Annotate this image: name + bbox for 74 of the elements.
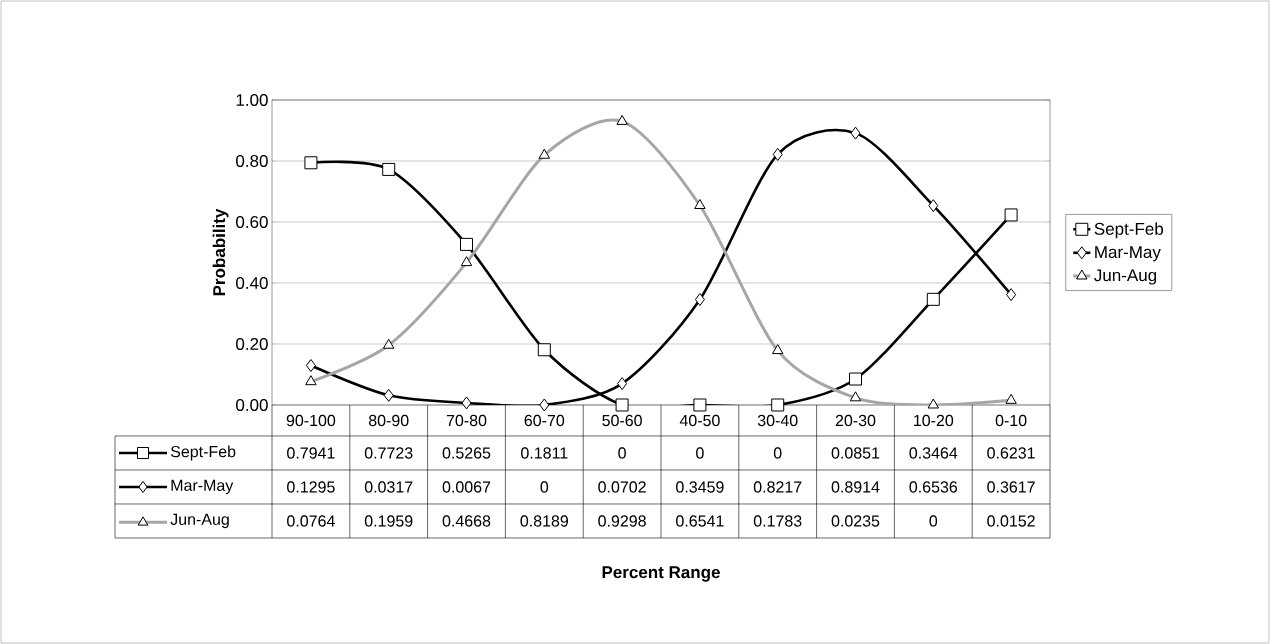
text: Sept-Feb — [170, 445, 236, 461]
x-tick-label: 50-60 — [602, 414, 642, 427]
data-label: 0.8217 — [753, 481, 802, 493]
point — [304, 156, 318, 170]
y-tick-label: 0.60 — [236, 215, 268, 229]
point — [615, 398, 629, 412]
point — [1004, 208, 1018, 222]
data-label: 0.0235 — [831, 515, 880, 527]
point — [460, 237, 474, 251]
text: Jun-Aug — [170, 513, 229, 529]
x-tick-label: 60-70 — [524, 414, 565, 427]
y-tick-label: 0.40 — [236, 276, 268, 290]
legend-label: Mar-May — [1095, 246, 1161, 262]
x-tick-label: 0-10 — [995, 414, 1027, 427]
point — [382, 162, 396, 176]
point — [617, 377, 628, 391]
data-label: 0.0317 — [364, 481, 413, 493]
y-tick-label: 0.20 — [236, 337, 268, 351]
text: Percent Range — [602, 566, 720, 582]
y-axis-title: Probability — [212, 208, 229, 296]
point — [539, 398, 550, 412]
point — [850, 126, 861, 140]
data-label: 0 — [540, 481, 549, 493]
data-label: 0.0702 — [598, 481, 646, 493]
point — [928, 199, 939, 213]
legend-label: Sept-Feb — [1094, 222, 1164, 239]
data-label: 0.8914 — [831, 481, 880, 493]
data-label: 0 — [929, 515, 938, 527]
y-tick-label: 1.00 — [236, 93, 268, 107]
x-tick-label: 10-20 — [914, 414, 954, 427]
data-label: 0.0764 — [287, 515, 335, 527]
y-tick-label: 0.00 — [236, 398, 268, 412]
data-label: 0.1783 — [753, 515, 802, 527]
x-tick-label: 20-30 — [835, 414, 876, 427]
data-label: 0.7723 — [364, 447, 413, 459]
point — [771, 398, 785, 412]
x-tick-label: 30-40 — [757, 414, 798, 427]
x-tick-label: 80-90 — [368, 414, 409, 427]
point — [537, 343, 551, 357]
data-label: 0.5265 — [442, 447, 491, 459]
x-tick-label: 90-100 — [286, 414, 336, 427]
data-label: 0 — [773, 447, 782, 459]
data-label: 0.6536 — [909, 481, 958, 493]
point — [694, 292, 705, 306]
data-label: 0.0067 — [442, 481, 491, 493]
point — [772, 147, 783, 161]
data-label: 0.1811 — [521, 447, 568, 459]
text: Mar-May — [171, 479, 234, 495]
data-label: 0.4668 — [442, 515, 491, 527]
point — [926, 292, 940, 306]
point — [1006, 288, 1017, 302]
data-label: 0.8189 — [520, 515, 569, 527]
legend-label: Jun-Aug — [1094, 269, 1157, 285]
data-label: 0.3617 — [987, 481, 1035, 493]
point — [305, 358, 316, 372]
data-label: 0.6541 — [676, 515, 724, 527]
data-label: 0.3464 — [909, 447, 958, 459]
point — [383, 388, 394, 402]
x-tick-label: 70-80 — [446, 414, 487, 427]
data-label: 0.3459 — [676, 481, 724, 493]
data-label: 0.0152 — [987, 515, 1035, 527]
point — [461, 396, 472, 410]
data-label: 0.6231 — [987, 447, 1035, 459]
data-label: 0.7941 — [287, 447, 335, 459]
data-label: 0.1295 — [287, 481, 335, 493]
point — [693, 398, 707, 412]
data-label: 0 — [618, 447, 626, 459]
data-label: 0.0851 — [831, 447, 880, 459]
point — [849, 372, 863, 386]
x-tick-label: 40-50 — [679, 414, 720, 427]
y-tick-label: 0.80 — [236, 154, 268, 168]
data-label: 0.9298 — [598, 515, 646, 527]
data-label: 0.1959 — [364, 515, 413, 527]
data-label: 0 — [696, 447, 704, 459]
